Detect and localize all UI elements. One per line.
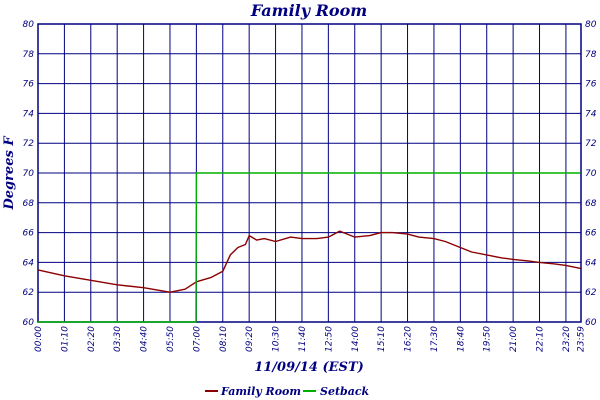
y-tick-label-right: 70 (585, 169, 597, 179)
y-tick-label-left: 78 (23, 50, 35, 60)
x-tick-label: 07:00 (192, 326, 202, 352)
x-tick-label: 16:20 (404, 326, 414, 352)
series-line-setback (38, 172, 581, 323)
x-tick-label: 11:40 (298, 326, 308, 352)
y-tick-label-left: 74 (23, 109, 35, 119)
x-tick-label: 10:30 (272, 326, 282, 352)
x-tick-label: 23:20 (562, 326, 572, 352)
y-tick-label-left: 66 (23, 229, 35, 239)
x-tick-label: 21:00 (509, 326, 519, 352)
x-tick-label: 05:50 (166, 326, 176, 352)
x-tick-label: 22:10 (536, 326, 546, 352)
y-tick-label-left: 70 (23, 169, 35, 179)
y-tick-label-right: 76 (585, 80, 597, 90)
x-tick-label: 19:50 (483, 326, 493, 352)
x-tick-label: 03:30 (113, 326, 123, 352)
legend-label-setback: Setback (320, 385, 370, 398)
y-tick-label-left: 64 (23, 258, 35, 268)
legend: Family Room Setback (205, 385, 370, 398)
x-tick-label: 14:00 (351, 326, 361, 352)
x-tick-label: 02:20 (87, 326, 97, 352)
x-axis-label: 11/09/14 (EST) (254, 360, 364, 375)
y-tick-label-right: 78 (585, 50, 597, 60)
y-tick-label-right: 68 (585, 199, 597, 209)
series-layer (37, 172, 581, 323)
y-tick-label-left: 68 (23, 199, 35, 209)
x-tick-label: 18:40 (456, 326, 466, 352)
x-tick-label: 09:20 (245, 326, 255, 352)
y-tick-label-right: 72 (585, 139, 597, 149)
y-tick-label-right: 74 (585, 109, 597, 119)
y-ticks-right: 60 62 64 66 68 70 72 74 76 78 80 (585, 20, 597, 328)
y-tick-label-left: 60 (23, 318, 35, 328)
y-ticks-left: 60 62 64 66 68 70 72 74 76 78 80 (23, 20, 35, 328)
x-tick-label: 15:10 (377, 326, 387, 352)
x-tick-label: 12:50 (324, 326, 334, 352)
y-axis-label: Degrees F (2, 136, 17, 211)
y-tick-label-right: 62 (585, 288, 597, 298)
x-tick-label: 23:59 (577, 326, 587, 352)
x-tick-label: 04:40 (140, 326, 150, 352)
chart-title: Family Room (250, 1, 367, 20)
y-tick-label-right: 66 (585, 229, 597, 239)
y-tick-label-right: 60 (585, 318, 597, 328)
y-tick-label-left: 62 (23, 288, 35, 298)
x-ticks: 00:00 01:10 02:20 03:30 04:40 05:50 07:00 08:10… (34, 326, 587, 352)
y-tick-label-left: 72 (23, 139, 35, 149)
series-line-family-room (37, 230, 581, 293)
legend-label-family-room: Family Room (220, 385, 301, 398)
y-tick-label-right: 64 (585, 258, 597, 268)
x-tick-label: 00:00 (34, 326, 44, 352)
y-tick-label-right: 80 (585, 20, 597, 30)
x-tick-label: 08:10 (219, 326, 229, 352)
x-tick-label: 01:10 (60, 326, 70, 352)
y-tick-label-left: 80 (23, 20, 35, 30)
y-tick-label-left: 76 (23, 80, 35, 90)
x-tick-label: 17:30 (430, 326, 440, 352)
